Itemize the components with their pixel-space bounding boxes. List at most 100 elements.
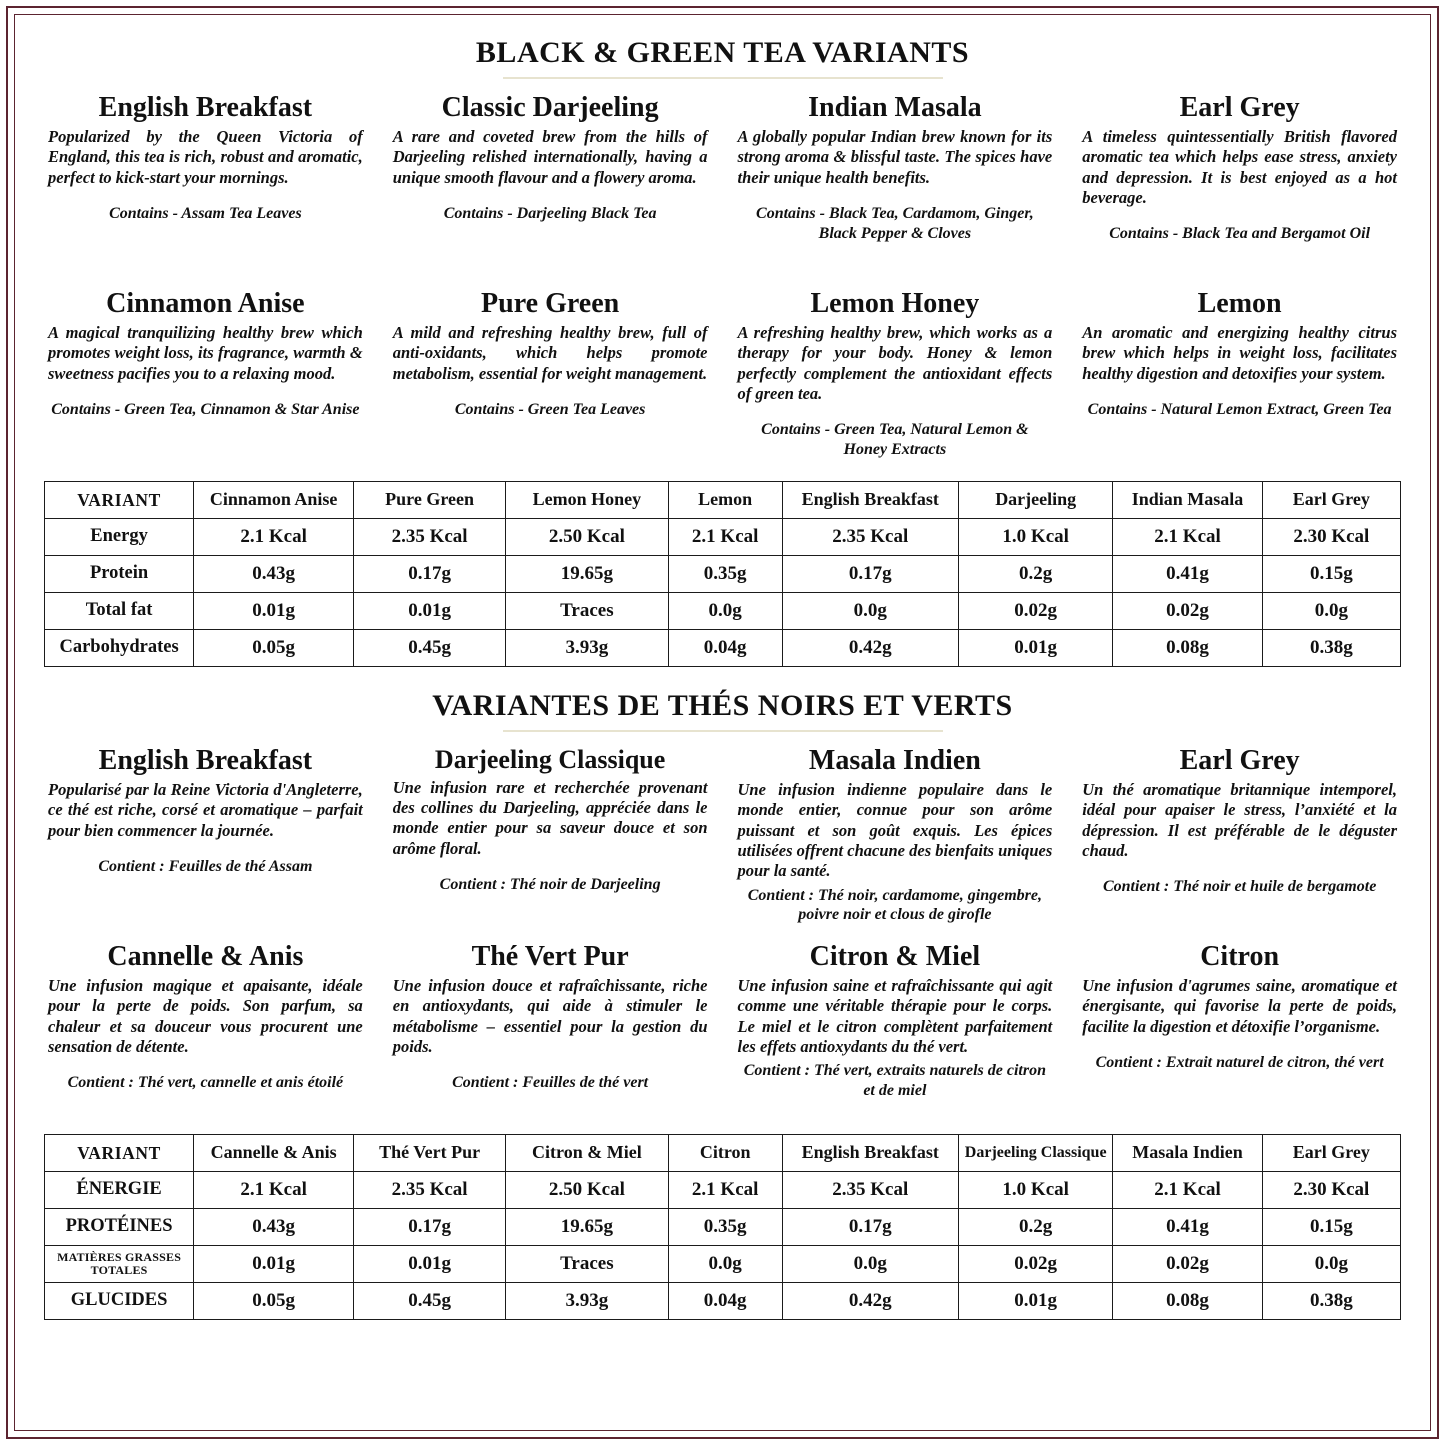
variant-card-earl-grey-fr: Earl Grey Un thé aromatique britannique … bbox=[1078, 736, 1401, 932]
variant-description: Une infusion d'agrumes saine, aromatique… bbox=[1082, 975, 1397, 1036]
table-header-cell: Darjeeling Classique bbox=[957, 1134, 1114, 1172]
table-cell: 2.30 Kcal bbox=[1261, 1171, 1402, 1209]
variant-contains: Contains - Green Tea Leaves bbox=[454, 401, 646, 419]
table-row: PROTÉINES 0.43g 0.17g 19.65g 0.35g 0.17g… bbox=[43, 1208, 1402, 1246]
variant-contains: Contains - Black Tea, Cardamom, Ginger, … bbox=[756, 205, 1034, 242]
table-cell: 2.35 Kcal bbox=[353, 1171, 507, 1209]
variant-name: Darjeeling Classique bbox=[434, 745, 666, 774]
variant-name: Classic Darjeeling bbox=[441, 92, 659, 123]
variant-card-citron-miel: Citron & Miel Une infusion saine et rafr… bbox=[734, 932, 1057, 1128]
table-cell: 0.15g bbox=[1261, 555, 1402, 593]
table-cell: 0.04g bbox=[667, 629, 783, 667]
variant-name: Masala Indien bbox=[808, 745, 981, 776]
variant-contains: Contains - Black Tea and Bergamot Oil bbox=[1109, 225, 1371, 243]
table-row-label: Total fat bbox=[43, 592, 195, 630]
table-header-cell: Thé Vert Pur bbox=[353, 1134, 507, 1172]
table-cell: 0.17g bbox=[781, 1208, 959, 1246]
table-cell: 1.0 Kcal bbox=[957, 518, 1114, 556]
table-header-cell: Citron bbox=[667, 1134, 783, 1172]
table-cell: 0.2g bbox=[957, 1208, 1114, 1246]
variant-contains: Contains - Assam Tea Leaves bbox=[109, 205, 302, 223]
table-cell: 2.50 Kcal bbox=[505, 1171, 669, 1209]
table-header-cell: Indian Masala bbox=[1112, 481, 1263, 519]
table-cell: 0.02g bbox=[1112, 1245, 1263, 1283]
table-cell: Traces bbox=[505, 1245, 669, 1283]
section-english: BLACK & GREEN TEA VARIANTS English Break… bbox=[43, 36, 1402, 667]
variant-description: Une infusion douce et rafraîchissante, r… bbox=[392, 975, 708, 1057]
table-cell: Traces bbox=[505, 592, 669, 630]
table-cell: 0.05g bbox=[193, 1282, 355, 1320]
variant-description: A timeless quintessentially British flav… bbox=[1082, 126, 1397, 208]
table-cell: 2.35 Kcal bbox=[781, 518, 959, 556]
table-header-row: VARIANT Cinnamon Anise Pure Green Lemon … bbox=[43, 481, 1402, 519]
table-cell: 0.02g bbox=[957, 1245, 1114, 1283]
table-cell: 0.0g bbox=[1261, 1245, 1402, 1283]
table-row: Total fat 0.01g 0.01g Traces 0.0g 0.0g 0… bbox=[43, 592, 1402, 630]
variant-description: Un thé aromatique britannique intemporel… bbox=[1082, 779, 1397, 861]
table-row-label: PROTÉINES bbox=[43, 1208, 195, 1246]
table-cell: 0.01g bbox=[957, 629, 1114, 667]
variant-row-french-2: Cannelle & Anis Une infusion magique et … bbox=[44, 932, 1401, 1128]
table-cell: 0.38g bbox=[1261, 629, 1402, 667]
variant-name: Thé Vert Pur bbox=[471, 941, 629, 972]
variant-name: Cannelle & Anis bbox=[107, 941, 304, 972]
table-cell: 1.0 Kcal bbox=[957, 1171, 1114, 1209]
variant-card-english-breakfast-fr: English Breakfast Popularisé par la Rein… bbox=[44, 736, 367, 932]
variant-name: English Breakfast bbox=[98, 92, 313, 123]
variant-name: Earl Grey bbox=[1179, 92, 1300, 123]
table-header-cell: Lemon Honey bbox=[505, 481, 669, 519]
table-row-label: MATIÈRES GRASSES TOTALES bbox=[43, 1245, 195, 1283]
variant-card-darjeeling-classique: Darjeeling Classique Une infusion rare e… bbox=[389, 736, 712, 932]
variant-description: An aromatic and energizing healthy citru… bbox=[1082, 322, 1397, 383]
table-cell: 0.04g bbox=[667, 1282, 783, 1320]
variant-description: A globally popular Indian brew known for… bbox=[737, 126, 1053, 187]
table-cell: 0.17g bbox=[353, 555, 507, 593]
title-rule-french bbox=[502, 730, 943, 732]
table-row: MATIÈRES GRASSES TOTALES 0.01g 0.01g Tra… bbox=[43, 1245, 1402, 1283]
table-cell: 2.1 Kcal bbox=[1112, 1171, 1263, 1209]
variant-card-citron: Citron Une infusion d'agrumes saine, aro… bbox=[1078, 932, 1401, 1128]
table-header-cell: Lemon bbox=[667, 481, 783, 519]
table-header-cell: Citron & Miel bbox=[505, 1134, 669, 1172]
table-cell: 0.01g bbox=[353, 592, 507, 630]
variant-name: Pure Green bbox=[481, 288, 620, 319]
variant-row-english-1: English Breakfast Popularized by the Que… bbox=[44, 83, 1401, 279]
table-cell: 0.01g bbox=[957, 1282, 1114, 1320]
table-header-cell: VARIANT bbox=[43, 481, 195, 519]
variant-contains: Contient : Feuilles de thé vert bbox=[452, 1074, 649, 1092]
variant-name: Cinnamon Anise bbox=[106, 288, 305, 319]
table-header-cell: Cannelle & Anis bbox=[193, 1134, 355, 1172]
table-cell: 0.43g bbox=[193, 555, 355, 593]
table-cell: 2.1 Kcal bbox=[193, 1171, 355, 1209]
table-row-label: Carbohydrates bbox=[43, 629, 195, 667]
table-cell: 0.0g bbox=[667, 592, 783, 630]
variant-name: Indian Masala bbox=[808, 92, 982, 123]
variant-contains: Contient : Feuilles de thé Assam bbox=[98, 858, 313, 876]
table-cell: 2.30 Kcal bbox=[1261, 518, 1402, 556]
table-header-cell: English Breakfast bbox=[781, 481, 959, 519]
variant-description: Une infusion saine et rafraîchissante qu… bbox=[737, 975, 1053, 1057]
variant-contains: Contains - Green Tea, Cinnamon & Star An… bbox=[51, 401, 360, 419]
table-row-label: GLUCIDES bbox=[43, 1282, 195, 1320]
variant-description: A magical tranquilizing healthy brew whi… bbox=[48, 322, 363, 383]
variant-contains: Contains - Darjeeling Black Tea bbox=[443, 205, 657, 223]
table-cell: 0.02g bbox=[957, 592, 1114, 630]
table-row: Carbohydrates 0.05g 0.45g 3.93g 0.04g 0.… bbox=[43, 629, 1402, 667]
table-header-cell: VARIANT bbox=[43, 1134, 195, 1172]
variant-description: Popularisé par la Reine Victoria d'Angle… bbox=[48, 779, 363, 840]
table-cell: 0.0g bbox=[667, 1245, 783, 1283]
table-cell: 0.0g bbox=[1261, 592, 1402, 630]
table-header-cell: Earl Grey bbox=[1261, 481, 1402, 519]
table-cell: 0.17g bbox=[781, 555, 959, 593]
table-cell: 0.42g bbox=[781, 1282, 959, 1320]
nutrition-table-english: VARIANT Cinnamon Anise Pure Green Lemon … bbox=[43, 481, 1402, 667]
title-rule-english bbox=[502, 77, 943, 79]
variant-name: Citron & Miel bbox=[809, 941, 981, 972]
variant-card-cinnamon-anise: Cinnamon Anise A magical tranquilizing h… bbox=[44, 279, 367, 475]
table-cell: 0.17g bbox=[353, 1208, 507, 1246]
section-title-french: VARIANTES DE THÉS NOIRS ET VERTS bbox=[432, 689, 1013, 722]
table-header-row: VARIANT Cannelle & Anis Thé Vert Pur Cit… bbox=[43, 1134, 1402, 1172]
table-cell: 2.1 Kcal bbox=[667, 518, 783, 556]
table-cell: 3.93g bbox=[505, 1282, 669, 1320]
variant-name: Citron bbox=[1200, 941, 1280, 972]
